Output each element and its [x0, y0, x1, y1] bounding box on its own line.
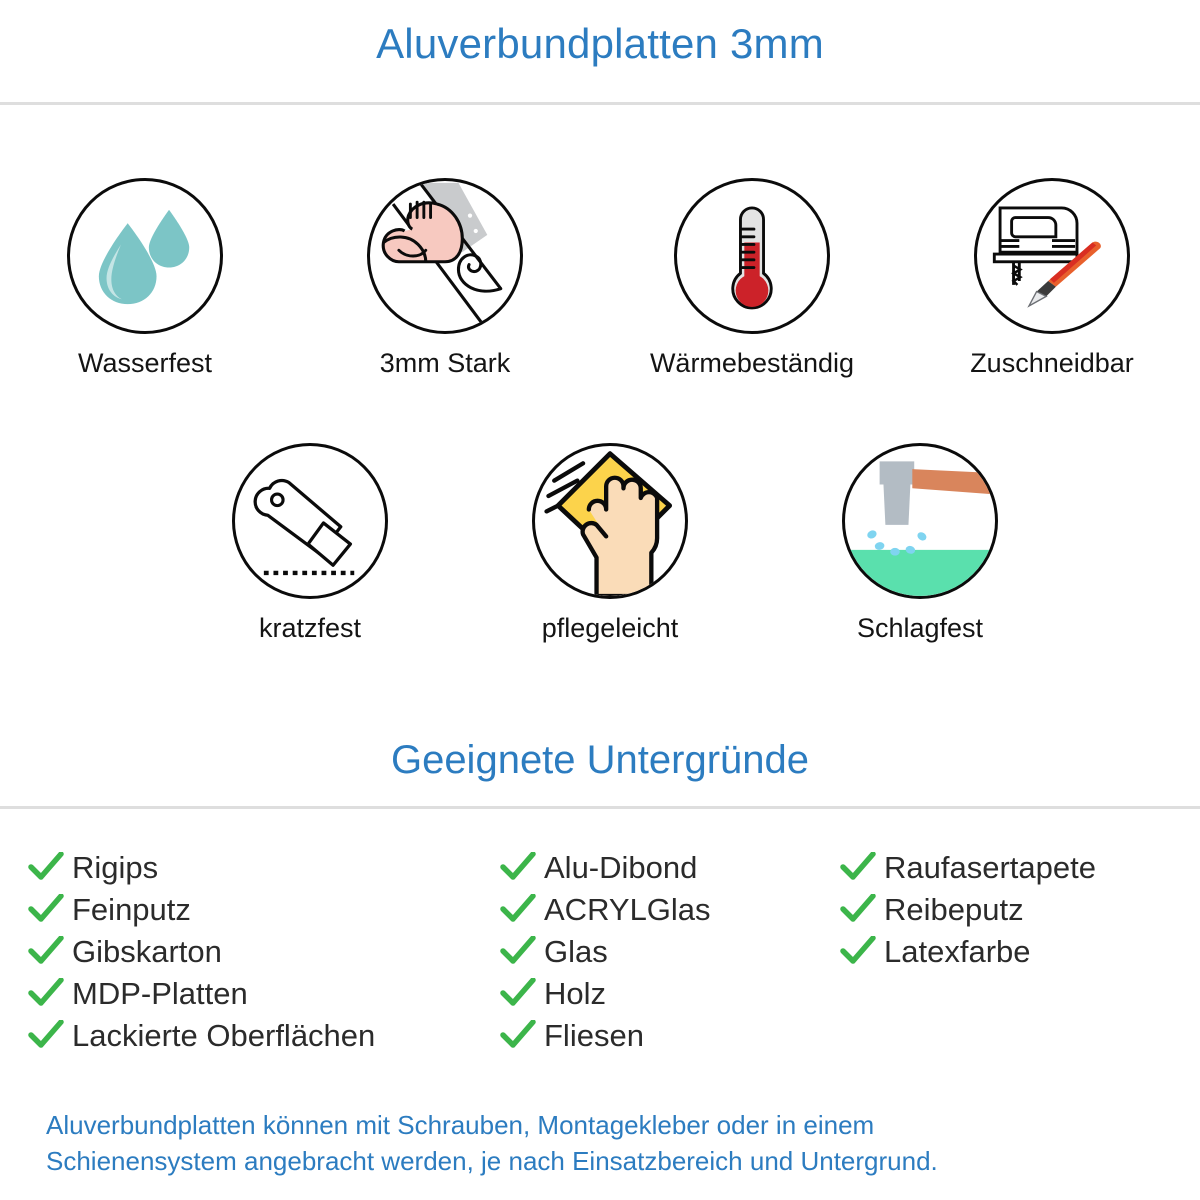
- feature-icon-circle: [674, 178, 830, 334]
- list-item-label: Latexfarbe: [884, 933, 1031, 969]
- divider-top: [0, 102, 1200, 105]
- hammer-impact-icon: [845, 446, 995, 596]
- footer-line-2: Schienensystem angebracht werden, je nac…: [46, 1145, 938, 1176]
- list-item[interactable]: Fliesen: [500, 1014, 830, 1056]
- feature-label: Wärmebeständig: [649, 348, 855, 378]
- feature-icon-circle: [232, 443, 388, 599]
- list-item-label: Feinputz: [72, 891, 191, 927]
- check-icon: [28, 936, 72, 966]
- list-item[interactable]: ACRYLGlas: [500, 888, 830, 930]
- divider-middle: [0, 806, 1200, 809]
- check-icon: [840, 852, 884, 882]
- list-item[interactable]: Raufasertapete: [840, 846, 1200, 888]
- list-item[interactable]: Rigips: [28, 846, 498, 888]
- list-item-label: ACRYLGlas: [544, 891, 711, 927]
- check-icon: [28, 978, 72, 1008]
- feature-icon-circle: [367, 178, 523, 334]
- feature-label: 3mm Stark: [379, 348, 511, 378]
- check-icon: [500, 978, 544, 1008]
- feature-icon-circle: [974, 178, 1130, 334]
- check-icon: [500, 936, 544, 966]
- feature-wasserfest[interactable]: Wasserfest: [30, 178, 260, 379]
- list-item-label: Fliesen: [544, 1017, 644, 1053]
- flexing-arm-icon: [370, 181, 520, 331]
- feature-waermebestaendig[interactable]: Wärmebeständig: [637, 178, 867, 379]
- list-item-label: Glas: [544, 933, 608, 969]
- list-item-label: Holz: [544, 975, 607, 1011]
- list-item[interactable]: Holz: [500, 972, 830, 1014]
- check-icon: [28, 894, 72, 924]
- feature-icon-circle: [67, 178, 223, 334]
- list-item-label: Raufasertapete: [884, 849, 1096, 885]
- check-icon: [28, 1020, 72, 1050]
- check-icon: [500, 894, 544, 924]
- list-item-label: Rigips: [72, 849, 159, 885]
- list-item[interactable]: MDP-Platten: [28, 972, 498, 1014]
- list-item[interactable]: Glas: [500, 930, 830, 972]
- feature-pflegeleicht[interactable]: pflegeleicht: [495, 443, 725, 644]
- feature-schlagfest[interactable]: Schlagfest: [805, 443, 1035, 644]
- list-item-label: Gibskarton: [72, 933, 222, 969]
- check-icon: [500, 1020, 544, 1050]
- feature-icon-circle: [532, 443, 688, 599]
- substrate-column-1: Rigips Feinputz Gibskarton MDP-Platten L…: [28, 846, 498, 1056]
- list-item-label: Reibeputz: [884, 891, 1024, 927]
- feature-3mm-stark[interactable]: 3mm Stark: [330, 178, 560, 379]
- feature-zuschneidbar[interactable]: Zuschneidbar: [937, 178, 1167, 379]
- substrates-checklist: Rigips Feinputz Gibskarton MDP-Platten L…: [0, 846, 1200, 1076]
- substrate-column-2: Alu-Dibond ACRYLGlas Glas Holz Fliesen: [500, 846, 830, 1056]
- feature-kratzfest[interactable]: kratzfest: [195, 443, 425, 644]
- hand-wiping-cloth-icon: [535, 446, 685, 596]
- list-item[interactable]: Lackierte Oberflächen: [28, 1014, 498, 1056]
- substrates-heading: Geeignete Untergründe: [390, 738, 810, 782]
- list-item[interactable]: Alu-Dibond: [500, 846, 830, 888]
- feature-label: Schlagfest: [856, 613, 984, 643]
- list-item-label: MDP-Platten: [72, 975, 248, 1011]
- footer-note: Aluverbundplatten können mit Schrauben, …: [46, 1108, 1160, 1180]
- utility-knife-icon: [235, 446, 385, 596]
- list-item[interactable]: Gibskarton: [28, 930, 498, 972]
- feature-label: Wasserfest: [77, 348, 213, 378]
- thermometer-icon: [677, 181, 827, 331]
- list-item[interactable]: Latexfarbe: [840, 930, 1200, 972]
- jigsaw-cutter-icon: [977, 181, 1127, 331]
- feature-label: Zuschneidbar: [970, 348, 1134, 378]
- list-item[interactable]: Reibeputz: [840, 888, 1200, 930]
- feature-label: kratzfest: [258, 613, 362, 643]
- water-drops-icon: [70, 181, 220, 331]
- list-item[interactable]: Feinputz: [28, 888, 498, 930]
- list-item-label: Lackierte Oberflächen: [72, 1017, 376, 1053]
- page-title: Aluverbundplatten 3mm: [376, 20, 824, 67]
- substrate-column-3: Raufasertapete Reibeputz Latexfarbe: [840, 846, 1200, 972]
- check-icon: [840, 894, 884, 924]
- feature-label: pflegeleicht: [541, 613, 679, 643]
- feature-icon-circle: [842, 443, 998, 599]
- check-icon: [500, 852, 544, 882]
- check-icon: [28, 852, 72, 882]
- list-item-label: Alu-Dibond: [544, 849, 698, 885]
- check-icon: [840, 936, 884, 966]
- footer-line-1: Aluverbundplatten können mit Schrauben, …: [46, 1110, 875, 1140]
